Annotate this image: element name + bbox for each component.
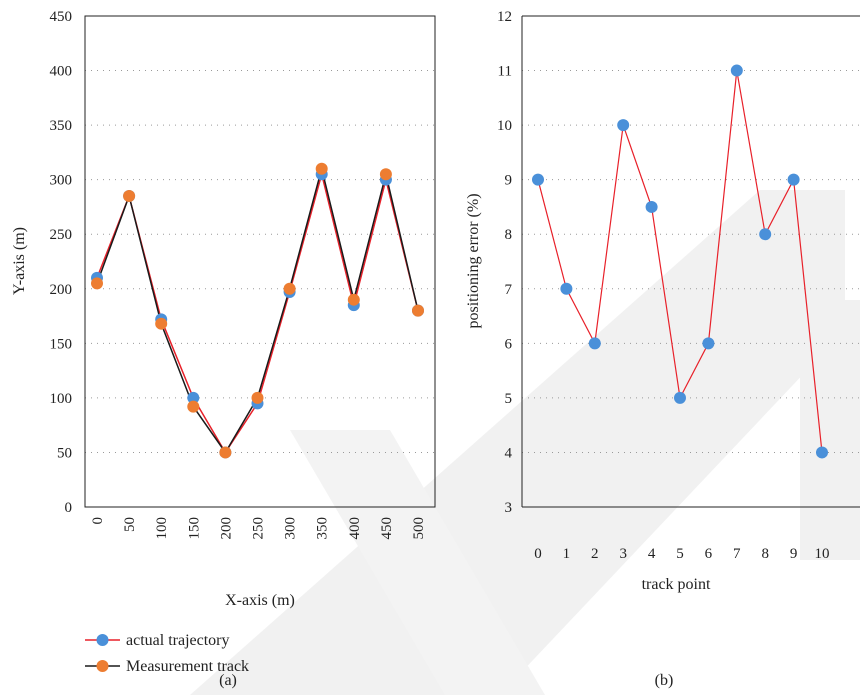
- a-x-tick-label: 50: [122, 517, 138, 532]
- a-y-axis-title: Y-axis (m): [11, 227, 28, 295]
- b-y-tick-label: 11: [498, 64, 512, 80]
- b-y-tick-label: 3: [505, 500, 513, 516]
- b-y-tick-label: 7: [505, 282, 513, 298]
- a-legend: actual trajectory Measurement track: [85, 632, 249, 675]
- legend-marker-actual: [96, 634, 109, 646]
- a-x-tick-label: 100: [154, 517, 170, 540]
- a-x-tick-label: 0: [90, 517, 106, 525]
- a-series-1-point: [251, 391, 264, 404]
- a-x-tick-label: 150: [186, 517, 202, 540]
- legend-label-measurement: Measurement track: [126, 658, 249, 675]
- a-x-tick-label: 250: [251, 517, 267, 540]
- b-series-0-point: [617, 119, 630, 132]
- a-series-line-0: [96, 171, 419, 454]
- b-x-tick-label: 1: [563, 546, 571, 562]
- b-series-0-point: [759, 228, 772, 241]
- b-series-0-point: [532, 173, 544, 186]
- a-series-0-point: [187, 391, 200, 404]
- b-x-axis-title: track point: [642, 576, 711, 593]
- legend-entry-measurement-track: Measurement track: [85, 658, 249, 675]
- b-series-layer: [532, 64, 828, 459]
- a-y-tick-label: 350: [50, 118, 73, 134]
- b-x-tick-label: 4: [648, 546, 656, 562]
- a-series-line-1: [96, 168, 419, 454]
- b-x-tick-label: 10: [815, 546, 830, 562]
- b-series-0-point: [560, 282, 573, 295]
- b-x-tick-labels: 0 1 2 3 4 5 6 7 8 9 10: [534, 546, 829, 562]
- a-series-1-point: [123, 190, 136, 203]
- a-series-1-point: [155, 317, 168, 330]
- a-y-tick-label: 50: [57, 445, 72, 461]
- b-y-tick-label: 12: [497, 9, 512, 25]
- legend-entry-actual-trajectory: actual trajectory: [85, 632, 230, 649]
- b-series-0-point: [816, 446, 828, 459]
- b-x-tick-label: 5: [676, 546, 684, 562]
- a-series-1-point: [187, 400, 200, 413]
- a-x-tick-label: 400: [347, 517, 363, 540]
- a-y-tick-labels: 0 50 100 150 200 250 300 350 400 450: [50, 9, 73, 516]
- a-panel-caption: (a): [219, 672, 237, 689]
- b-y-tick-label: 8: [505, 227, 513, 243]
- a-x-tick-label: 500: [411, 517, 427, 540]
- chart-panel-a: 0 50 100 150 200 250 300 350 400 450 0 50 100 150 200…: [11, 9, 436, 689]
- b-x-tick-label: 9: [790, 546, 798, 562]
- b-series-0-point: [702, 337, 715, 350]
- a-y-tick-label: 450: [50, 9, 73, 25]
- b-y-axis-title: positioning error (%): [465, 193, 482, 328]
- a-x-axis-title: X-axis (m): [225, 592, 295, 609]
- a-series-1-point: [219, 446, 232, 459]
- b-x-tick-label: 7: [733, 546, 741, 562]
- b-panel-caption: (b): [655, 672, 674, 689]
- a-x-tick-labels: 0 50 100 150 200 250 300 350 400 450 500: [90, 517, 427, 540]
- b-series-0-point: [730, 64, 743, 77]
- b-x-tick-label: 3: [619, 546, 627, 562]
- a-y-tick-label: 150: [50, 336, 73, 352]
- a-y-tick-label: 400: [50, 64, 73, 80]
- legend-label-actual: actual trajectory: [126, 632, 230, 649]
- a-x-tick-label: 300: [283, 517, 299, 540]
- b-y-tick-label: 9: [505, 173, 513, 189]
- a-x-tick-label: 350: [315, 517, 331, 540]
- b-y-tick-label: 5: [505, 391, 513, 407]
- a-series-1-point: [315, 162, 328, 175]
- b-series-0-point: [645, 200, 658, 213]
- a-y-tick-label: 0: [65, 500, 73, 516]
- a-y-tick-label: 250: [50, 227, 73, 243]
- b-x-tick-label: 8: [761, 546, 769, 562]
- legend-marker-measurement: [96, 660, 109, 672]
- b-x-tick-label: 2: [591, 546, 599, 562]
- a-series-1-point: [412, 304, 424, 317]
- b-x-tick-label: 6: [705, 546, 713, 562]
- watermark: [190, 190, 860, 695]
- b-series-0-point: [674, 391, 686, 404]
- a-series-layer: [91, 162, 424, 459]
- b-x-tick-label: 0: [534, 546, 542, 562]
- a-x-tick-label: 200: [218, 517, 234, 540]
- a-series-1-point: [347, 293, 360, 306]
- b-y-tick-labels: 3 4 5 6 7 8 9 10 11 12: [497, 9, 513, 516]
- b-series-0-point: [588, 337, 601, 350]
- b-y-tick-label: 4: [505, 445, 513, 461]
- a-plot-frame: [84, 15, 436, 508]
- a-y-tick-label: 300: [50, 173, 73, 189]
- b-series-0-point: [787, 173, 800, 186]
- b-y-tick-label: 10: [497, 118, 512, 134]
- a-series-1-point: [379, 168, 392, 181]
- a-series-1-point: [283, 282, 296, 295]
- a-x-tick-label: 450: [379, 517, 395, 540]
- a-y-tick-label: 100: [50, 391, 73, 407]
- a-y-tick-label: 200: [50, 282, 73, 298]
- b-y-tick-label: 6: [505, 336, 513, 352]
- b-gridlines: [522, 70, 860, 453]
- a-series-1-point: [91, 277, 103, 290]
